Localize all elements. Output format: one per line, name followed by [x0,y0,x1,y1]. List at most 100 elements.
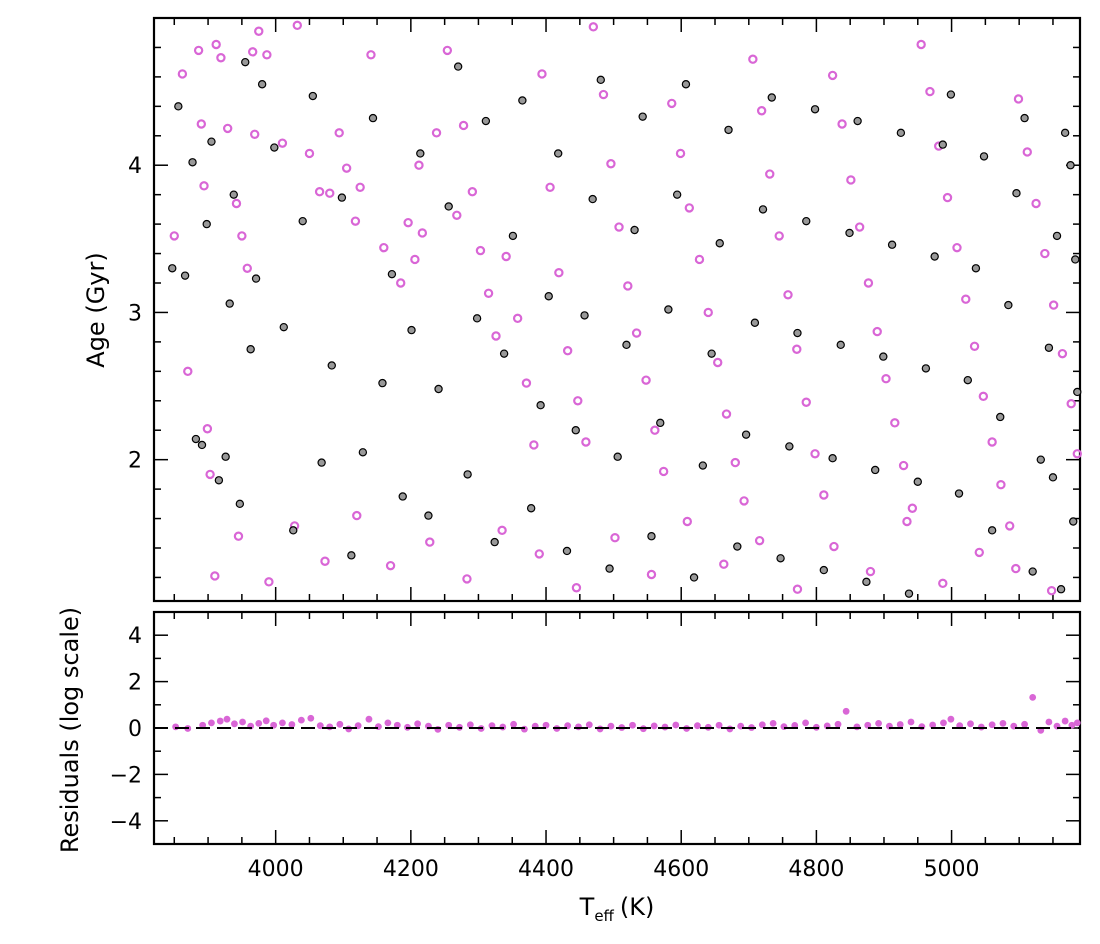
open-magenta-point [530,441,537,448]
filled-grey-point [768,94,775,101]
top-plot-frame [154,18,1080,601]
filled-grey-point [777,555,784,562]
open-magenta-point [263,51,270,58]
open-magenta-point [367,51,374,58]
filled-grey-point [399,493,406,500]
open-magenta-point [564,347,571,354]
filled-grey-point [716,240,723,247]
open-magenta-point [600,91,607,98]
open-magenta-point [1032,200,1039,207]
filled-grey-point [846,229,853,236]
open-magenta-point [555,269,562,276]
residual-point [875,720,882,727]
open-magenta-point [352,218,359,225]
open-magenta-point [306,150,313,157]
filled-grey-point [192,435,199,442]
open-magenta-point [316,188,323,195]
filled-grey-point [555,150,562,157]
filled-grey-point [914,478,921,485]
open-magenta-point [433,129,440,136]
filled-grey-point [563,547,570,554]
open-magenta-point [255,28,262,35]
open-magenta-point [279,140,286,147]
filled-grey-point [417,150,424,157]
bottom-y-axis-title: Residuals (log scale) [56,607,84,853]
x-tick-label: 5000 [924,857,980,882]
filled-grey-point [648,533,655,540]
open-magenta-point [891,419,898,426]
open-magenta-point [546,184,553,191]
filled-grey-point [922,365,929,372]
filled-grey-point [1053,232,1060,239]
residual-point [307,715,314,722]
filled-grey-point [1049,474,1056,481]
open-magenta-point [536,550,543,557]
filled-grey-point [639,113,646,120]
open-magenta-point [353,512,360,519]
filled-grey-point [880,353,887,360]
filled-grey-point [674,191,681,198]
open-magenta-point [740,497,747,504]
filled-grey-point [369,115,376,122]
y-tick-label: 3 [128,301,142,326]
x-axis-title: Teff (K) [579,893,655,925]
filled-grey-point [682,81,689,88]
x-tick-label: 4200 [383,857,439,882]
filled-grey-point [581,312,588,319]
x-tick-label: 4400 [518,857,574,882]
top-y-axis-title: Age (Gyr) [82,252,110,367]
open-magenta-point [856,223,863,230]
filled-grey-point [509,232,516,239]
open-magenta-point [265,578,272,585]
open-magenta-point [865,279,872,286]
residual-point [843,708,850,715]
open-magenta-point [758,107,765,114]
filled-grey-point [939,141,946,148]
open-magenta-point [684,518,691,525]
open-magenta-point [766,170,773,177]
residual-point [770,720,777,727]
open-magenta-point [405,219,412,226]
x-axis-title-subscript: eff [594,907,614,925]
open-magenta-point [294,22,301,29]
filled-grey-point [708,350,715,357]
open-magenta-point [590,23,597,30]
open-magenta-point [343,165,350,172]
open-magenta-point [503,253,510,260]
filled-grey-point [699,462,706,469]
filled-grey-point [863,578,870,585]
open-magenta-point [514,315,521,322]
open-magenta-point [326,190,333,197]
open-magenta-point [453,212,460,219]
filled-grey-point [473,315,480,322]
top-y-tick-labels: 2 3 4 [128,154,142,473]
filled-grey-point [657,419,664,426]
top-panel: 2 3 4 Age (Gyr) [82,18,1081,601]
filled-grey-point [290,527,297,534]
filled-grey-point [215,477,222,484]
open-magenta-point [1006,522,1013,529]
filled-grey-point [445,203,452,210]
open-magenta-point [793,346,800,353]
residual-point [231,720,238,727]
open-magenta-point [1048,587,1055,594]
open-magenta-point [803,399,810,406]
open-magenta-point [380,244,387,251]
filled-grey-point [734,543,741,550]
open-magenta-point [723,410,730,417]
filled-grey-point [1013,190,1020,197]
open-magenta-point [939,580,946,587]
open-magenta-point [976,549,983,556]
filled-grey-point [597,76,604,83]
y-tick-label: 2 [128,449,142,474]
open-magenta-point [200,182,207,189]
open-magenta-point [184,368,191,375]
open-magenta-point [233,200,240,207]
filled-grey-point [1037,456,1044,463]
open-magenta-point [204,425,211,432]
filled-grey-point [794,329,801,336]
open-magenta-point [1068,400,1075,407]
open-magenta-point [714,359,721,366]
open-magenta-point [776,232,783,239]
